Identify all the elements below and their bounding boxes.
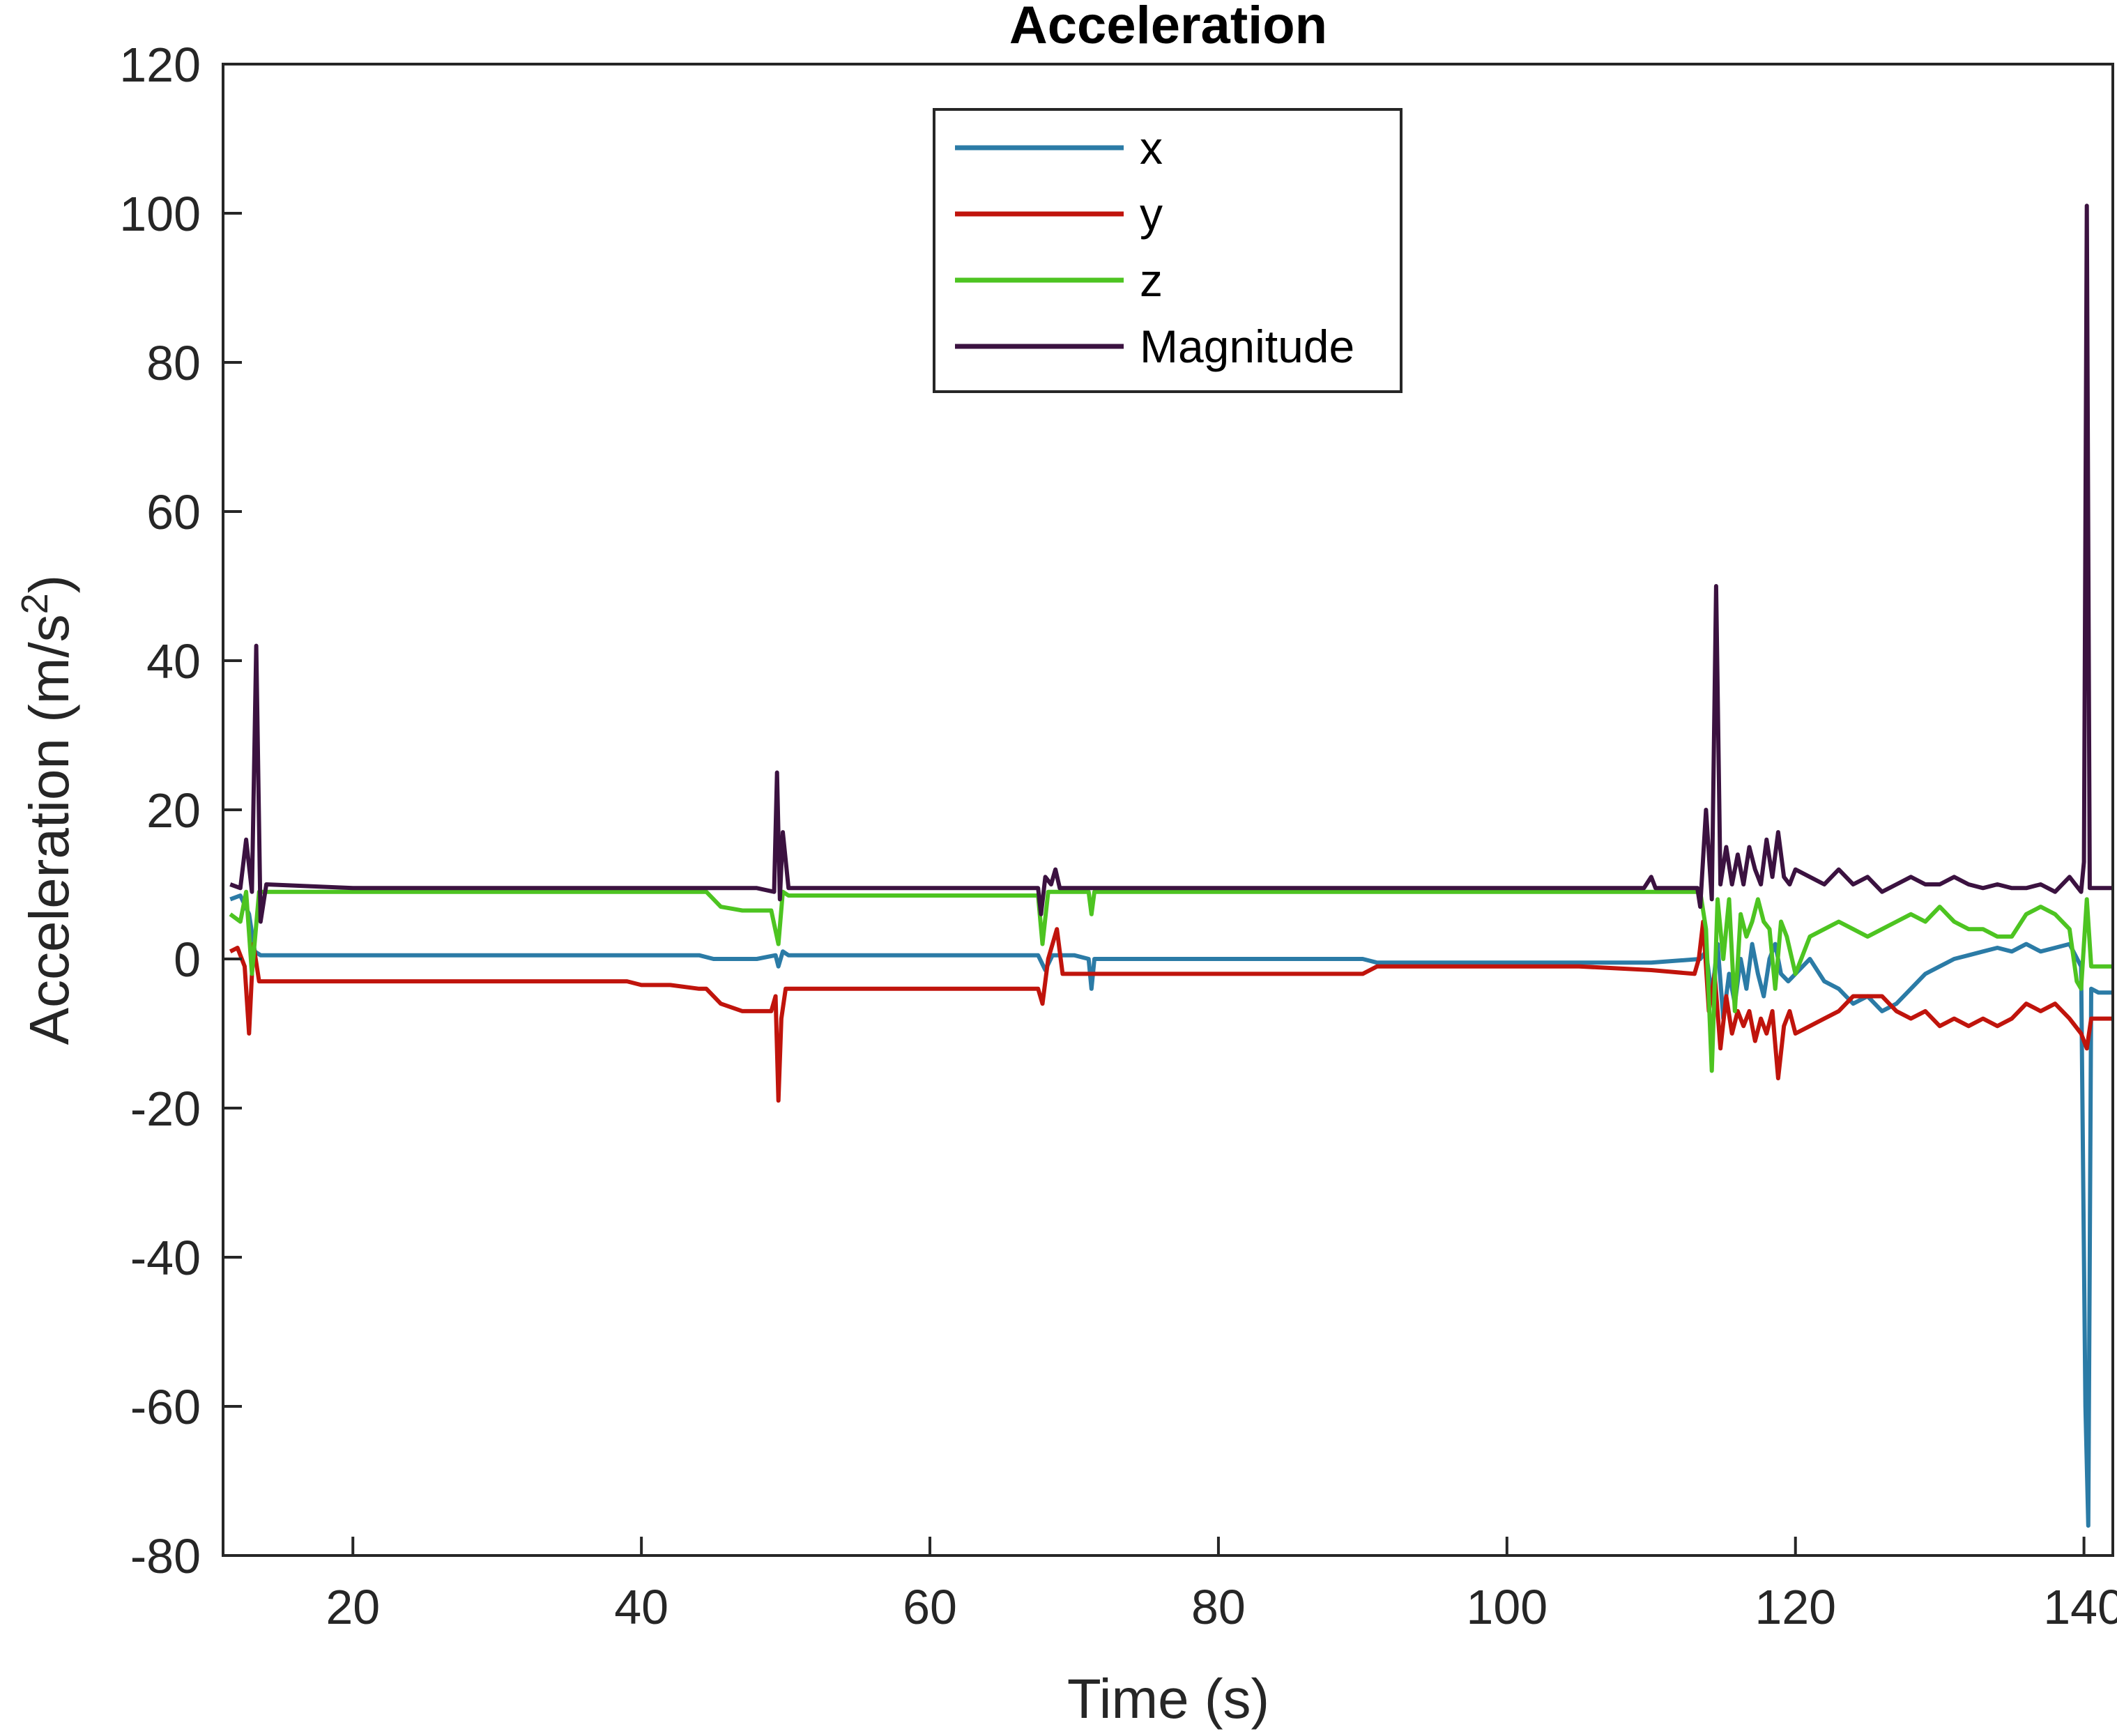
x-tick-label: 40 [614, 1580, 668, 1634]
y-tick-label: 100 [119, 187, 201, 241]
series-line-x [229, 893, 2113, 1528]
x-axis: 20 40 60 80 100 120 140 [326, 1537, 2117, 1634]
y-tick-label: -20 [130, 1082, 201, 1136]
plot-lines [229, 203, 2113, 1528]
x-tick-label: 120 [1755, 1580, 1836, 1634]
y-tick-label: 20 [146, 783, 201, 838]
y-tick-label: -80 [130, 1529, 201, 1583]
y-axis-label: Acceleration (m/s2) [14, 575, 80, 1045]
legend-label-y: y [1140, 188, 1163, 240]
y-tick-label: -60 [130, 1380, 201, 1434]
y-tick-label: -40 [130, 1231, 201, 1285]
chart-title: Acceleration [1009, 0, 1327, 55]
legend-label-x: x [1140, 122, 1163, 174]
y-tick-label: 120 [119, 38, 201, 92]
legend-label-magnitude: Magnitude [1140, 321, 1354, 372]
y-tick-label: 0 [174, 932, 201, 987]
y-axis: -80 -60 -40 -20 0 20 40 60 80 100 120 [119, 38, 242, 1583]
legend-label-z: z [1140, 254, 1163, 306]
x-tick-label: 20 [326, 1580, 380, 1634]
x-tick-label: 60 [903, 1580, 957, 1634]
series-line-z [229, 889, 2113, 1073]
y-tick-label: 60 [146, 485, 201, 539]
y-axis-label-superscript: 2 [14, 593, 56, 614]
x-axis-label: Time (s) [1067, 1668, 1269, 1730]
y-tick-label: 40 [146, 634, 201, 689]
y-axis-label-base: Acceleration (m/s [18, 614, 80, 1045]
y-axis-label-close: ) [18, 575, 80, 594]
series-line-magnitude [229, 203, 2113, 924]
series-line-y [229, 919, 2113, 1103]
x-tick-label: 100 [1466, 1580, 1547, 1634]
x-tick-label: 80 [1191, 1580, 1246, 1634]
x-tick-label: 140 [2043, 1580, 2117, 1634]
y-tick-label: 80 [146, 336, 201, 390]
legend: xyz Magnitude [933, 108, 1403, 393]
